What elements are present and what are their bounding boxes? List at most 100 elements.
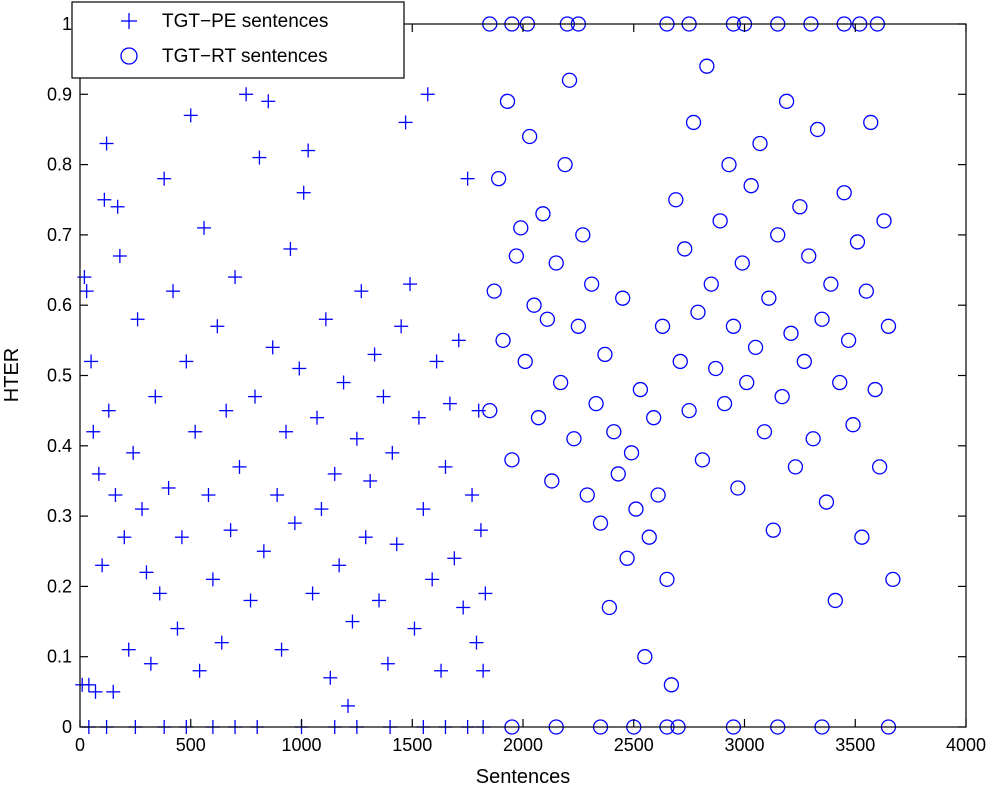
rt-point-89 — [876, 213, 892, 229]
pe-point-98 — [476, 663, 491, 678]
pe-point-37 — [210, 319, 225, 334]
rt-point-43 — [672, 353, 688, 370]
pe-point-51 — [274, 642, 289, 657]
rt-point-59 — [743, 178, 759, 194]
rt-point-0 — [482, 402, 498, 419]
pe-point-30 — [179, 354, 194, 369]
y-tick-label-1: 0.1 — [47, 647, 72, 667]
rt-point-88 — [871, 459, 888, 475]
pe-point-44 — [243, 593, 258, 608]
y-tick-label-8: 0.8 — [47, 155, 72, 175]
pe-point-92 — [456, 600, 471, 615]
rt-point-68 — [783, 325, 799, 341]
pe-point-48 — [261, 94, 276, 109]
rt-point-51 — [708, 360, 724, 377]
pe-point-45 — [247, 389, 262, 404]
legend-circle-symbol — [120, 47, 138, 65]
pe-point-79 — [398, 115, 413, 130]
rt-point-33 — [628, 501, 644, 517]
pe-point-24 — [152, 586, 167, 601]
pe-point-11 — [101, 403, 116, 418]
rt-point-7 — [513, 220, 529, 236]
rt-point-86 — [863, 114, 879, 131]
rt-point-16 — [553, 374, 569, 391]
rt-point-5 — [504, 452, 520, 468]
pe-point-72 — [367, 347, 382, 362]
pe-point-96 — [471, 403, 486, 418]
x-tick-label-6: 3000 — [724, 735, 764, 755]
rt-point-52 — [712, 213, 728, 229]
rt-point-36 — [641, 529, 657, 545]
x-tick-label-0: 0 — [75, 735, 85, 755]
y-tick-label-4: 0.4 — [47, 436, 72, 456]
rt-point-61 — [752, 135, 768, 152]
pe-point-70 — [358, 530, 373, 545]
pe-point-40 — [223, 523, 238, 538]
pe-point-87 — [434, 663, 449, 678]
pe-point-94 — [465, 488, 480, 503]
rt-point-82 — [845, 417, 861, 433]
rt-point-17 — [557, 156, 573, 173]
rt-point-1 — [486, 283, 502, 299]
legend-label-pe: TGT−PE sentences — [162, 11, 328, 32]
rt-point-20 — [570, 318, 587, 334]
rt-point-28 — [606, 424, 622, 440]
rt-point-54 — [721, 156, 737, 173]
rt-point-11 — [530, 410, 547, 426]
rt-point-4 — [499, 93, 516, 109]
pe-point-58 — [305, 586, 320, 601]
pe-point-50 — [270, 488, 285, 503]
pe-point-32 — [188, 424, 203, 439]
rt-point-3 — [495, 332, 511, 349]
pe-point-22 — [143, 656, 158, 671]
pe-point-28 — [170, 621, 185, 636]
pe-point-17 — [121, 642, 136, 657]
rt-point-65 — [770, 227, 786, 243]
pe-point-57 — [301, 143, 316, 158]
rt-point-56 — [730, 480, 746, 496]
y-axis-title: HTER — [1, 348, 23, 402]
pe-point-29 — [174, 530, 189, 545]
pe-point-73 — [372, 593, 387, 608]
pe-point-43 — [239, 87, 254, 102]
rt-point-22 — [579, 487, 595, 503]
rt-point-87 — [867, 381, 883, 398]
y-tick-label-7: 0.7 — [47, 225, 72, 245]
pe-point-65 — [336, 375, 351, 390]
pe-point-49 — [265, 340, 280, 355]
pe-point-54 — [287, 516, 302, 531]
x-tick-label-1: 500 — [176, 735, 206, 755]
pe-point-38 — [214, 635, 229, 650]
pe-point-64 — [332, 558, 347, 573]
rt-point-12 — [535, 206, 551, 222]
rt-point-42 — [668, 192, 684, 208]
rt-point-91 — [885, 571, 901, 588]
pe-point-52 — [278, 424, 293, 439]
rt-point-19 — [566, 431, 582, 447]
rt-point-46 — [685, 114, 702, 131]
x-tick-label-4: 2000 — [503, 735, 543, 755]
rt-point-69 — [787, 459, 804, 475]
rt-point-39 — [654, 318, 671, 334]
x-tick-label-8: 4000 — [946, 735, 986, 755]
y-tick-label-0: 0 — [62, 717, 72, 737]
rt-point-71 — [796, 353, 812, 370]
pe-point-7 — [91, 466, 106, 481]
rt-point-60 — [747, 339, 764, 356]
rt-point-78 — [827, 592, 843, 609]
rt-point-34 — [632, 381, 649, 398]
pe-point-4 — [84, 354, 99, 369]
rt-point-64 — [765, 522, 781, 538]
x-tick-label-3: 1500 — [392, 735, 432, 755]
rt-point-53 — [716, 395, 733, 412]
pe-point-42 — [232, 459, 247, 474]
rt-point-24 — [588, 395, 604, 412]
pe-point-14 — [110, 199, 125, 214]
rt-point-21 — [575, 227, 591, 243]
pe-point-26 — [161, 480, 176, 495]
rt-point-26 — [597, 346, 613, 363]
rt-point-50 — [703, 276, 719, 292]
rt-point-32 — [623, 445, 640, 461]
rt-point-30 — [615, 290, 631, 306]
